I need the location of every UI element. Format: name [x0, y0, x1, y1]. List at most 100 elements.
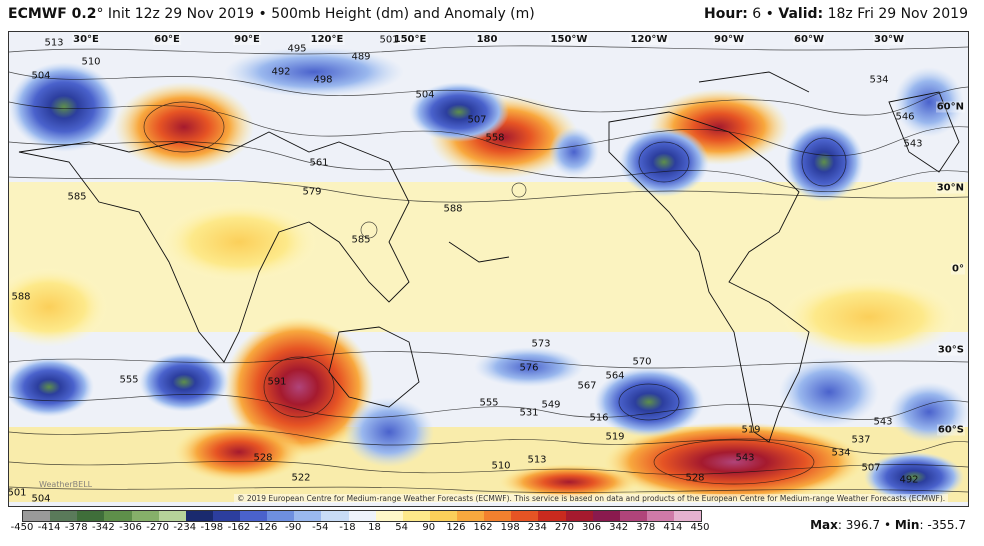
colorbar-tick-label: 414 [663, 522, 683, 533]
height-label: 561 [309, 157, 329, 169]
model-name: ECMWF 0.2 [8, 6, 97, 22]
height-label: 549 [541, 399, 561, 411]
height-label: 504 [415, 89, 435, 101]
lon-label: 30°W [873, 34, 905, 45]
header-bar: ECMWF 0.2° Init 12z 29 Nov 2019 • 500mb … [0, 0, 984, 30]
colorbar-tick-label: 126 [446, 522, 466, 533]
colorbar-tick-label: 378 [636, 522, 656, 533]
height-label: 513 [527, 454, 547, 466]
lon-label: 60°E [153, 34, 181, 45]
height-label: 519 [741, 424, 761, 436]
height-label: 585 [351, 234, 371, 246]
height-label: 567 [577, 380, 597, 392]
lon-label: 90°W [713, 34, 745, 45]
colorbar-swatch [511, 511, 539, 521]
colorbar-swatch [158, 511, 186, 521]
bullet: • [258, 6, 267, 22]
height-label: 585 [67, 191, 87, 203]
colorbar-swatch [50, 511, 78, 521]
lon-label: 30°E [72, 34, 100, 45]
colorbar-tick-label: -234 [173, 522, 197, 533]
lat-label: 60°S [936, 424, 965, 436]
lon-label: 180 [475, 34, 499, 45]
min-label: Min [894, 518, 920, 532]
height-label: 504 [31, 493, 51, 505]
height-label: 546 [895, 111, 915, 123]
colorbar-tick-label: 198 [500, 522, 520, 533]
lat-label: 0° [951, 263, 965, 275]
colorbar-swatch [321, 511, 349, 521]
colorbar-swatch [646, 511, 674, 521]
bullet: • [765, 6, 774, 22]
height-label: 558 [485, 132, 505, 144]
height-label: 579 [302, 186, 322, 198]
colorbar-ticks: -450 -414 -378 -342 -306 -270 -234 -198 -162 -126… [8, 522, 714, 536]
colorbar-swatch [240, 511, 268, 521]
colorbar-swatch [23, 511, 51, 521]
valid-info: Hour: 6 • Valid: 18z Fri 29 Nov 2019 [704, 6, 968, 22]
colorbar-tick-label: 342 [609, 522, 629, 533]
colorbar-swatch [294, 511, 322, 521]
colorbar-tick-label: -90 [285, 522, 302, 533]
colorbar-tick-label: -162 [227, 522, 251, 533]
colorbar-swatch [212, 511, 240, 521]
height-label: 495 [287, 43, 307, 55]
height-label: 573 [531, 338, 551, 350]
lon-label: 120°E [309, 34, 345, 45]
colorbar-tick-label: -18 [339, 522, 356, 533]
colorbar-tick-label: -306 [119, 522, 142, 533]
height-label: 498 [313, 74, 333, 86]
colorbar-tick-label: -342 [92, 522, 115, 533]
height-label: 504 [31, 70, 51, 82]
lon-label: 90°E [233, 34, 261, 45]
bullet: • [883, 518, 892, 532]
height-label: 543 [903, 138, 923, 150]
height-label: 534 [831, 447, 851, 459]
lat-label: 30°S [936, 344, 965, 356]
height-label: 501 [8, 487, 27, 499]
colorbar-swatch [565, 511, 593, 521]
colorbar-tick-label: 450 [690, 522, 710, 533]
colorbar-tick-label: 162 [473, 522, 493, 533]
height-label: 588 [11, 291, 31, 303]
colorbar-tick-label: 270 [554, 522, 574, 533]
height-label: 528 [685, 472, 705, 484]
colorbar-tick-label: -270 [146, 522, 169, 533]
height-label: 555 [119, 374, 139, 386]
colorbar-swatch [592, 511, 620, 521]
height-label: 519 [605, 431, 625, 443]
height-label: 576 [519, 362, 539, 374]
credit-text: © 2019 European Centre for Medium-range … [234, 494, 949, 503]
colorbar-swatch [538, 511, 566, 521]
height-label: 543 [873, 416, 893, 428]
height-label: 528 [253, 452, 273, 464]
lon-label: 150°W [549, 34, 589, 45]
max-label: Max [810, 518, 838, 532]
height-label: 537 [851, 434, 871, 446]
lon-label: 120°W [629, 34, 669, 45]
height-label: 531 [519, 407, 539, 419]
height-label: 534 [869, 74, 889, 86]
height-label: 492 [899, 474, 919, 486]
colorbar-tick-label: 306 [581, 522, 602, 533]
colorbar-swatch [619, 511, 647, 521]
colorbar-swatch [77, 511, 105, 521]
product-title: ECMWF 0.2° Init 12z 29 Nov 2019 • 500mb … [8, 6, 535, 22]
colorbar-swatch [375, 511, 403, 521]
height-label: 570 [632, 356, 652, 368]
max-value: 396.7 [845, 518, 881, 532]
height-label: 591 [267, 376, 287, 388]
init-time: Init 12z 29 Nov 2019 [107, 6, 255, 22]
colorbar-swatch [131, 511, 159, 521]
colorbar-tick-label: 234 [527, 522, 547, 533]
colorbar-swatch [348, 511, 376, 521]
anomaly-map[interactable]: 30°E 60°E 90°E 120°E 150°E 180 150°W 120… [8, 31, 969, 507]
colorbar-tick-label: -126 [254, 522, 278, 533]
height-label: 564 [605, 370, 625, 382]
colorbar-tick-label: 54 [395, 522, 409, 533]
height-label: 516 [589, 412, 609, 424]
lon-label: 150°E [392, 34, 428, 45]
lat-label: 60°N [935, 101, 965, 113]
colorbar-swatch [185, 511, 213, 521]
valid-value: 18z Fri 29 Nov 2019 [827, 6, 968, 22]
